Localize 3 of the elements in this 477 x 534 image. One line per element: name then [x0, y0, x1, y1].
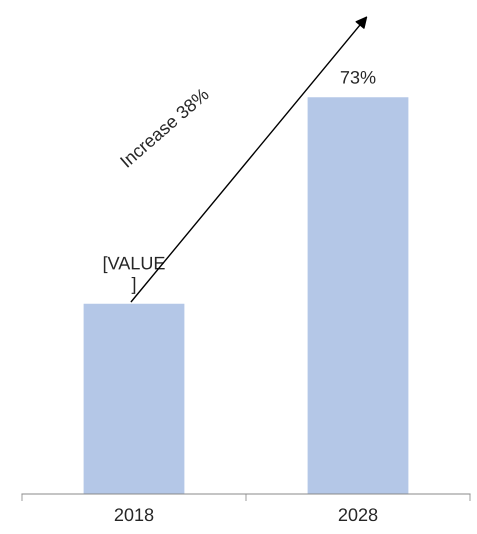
data-label: 73% [340, 70, 376, 84]
x-tick-label: 2028 [338, 508, 378, 522]
x-tick-label: 2018 [114, 508, 154, 522]
